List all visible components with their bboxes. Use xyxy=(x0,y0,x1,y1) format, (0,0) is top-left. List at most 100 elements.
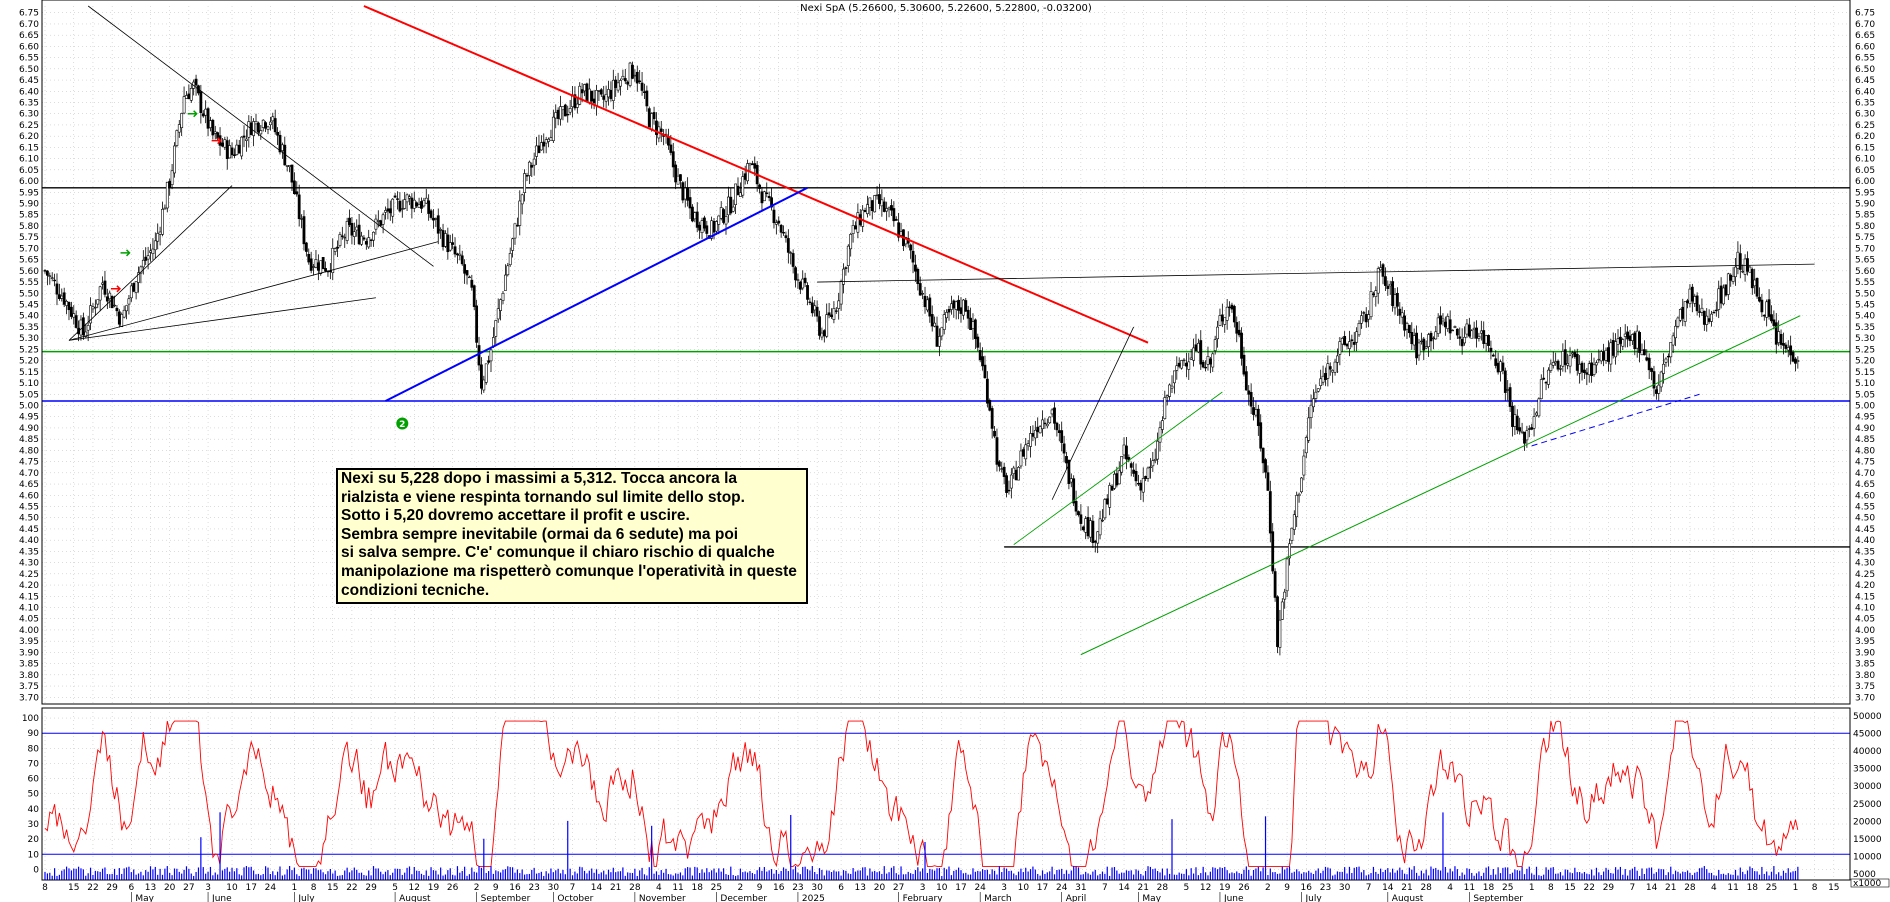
month-tick: August xyxy=(399,894,431,902)
date-tick: 19 xyxy=(1219,883,1231,893)
candle-body xyxy=(280,144,284,151)
price-tick-left: 3.80 xyxy=(19,671,39,681)
candle-body xyxy=(1053,407,1056,424)
candle-body xyxy=(1719,285,1723,304)
month-tick: June xyxy=(211,894,232,902)
candle-body xyxy=(825,314,829,337)
price-tick-left: 4.65 xyxy=(19,480,39,490)
candle-body xyxy=(590,90,594,102)
candle-body xyxy=(1741,270,1745,273)
price-tick-left: 5.85 xyxy=(19,211,39,221)
price-tick-right: 5.10 xyxy=(1855,379,1875,389)
candle-body xyxy=(340,235,344,237)
candle-body xyxy=(1089,520,1092,538)
date-tick: 11 xyxy=(672,883,683,893)
date-tick: 15 xyxy=(1828,883,1839,893)
candle-body xyxy=(1467,324,1471,337)
date-tick: 21 xyxy=(610,883,621,893)
price-tick-left: 5.90 xyxy=(19,200,39,210)
candle-body xyxy=(532,158,536,166)
candle-body xyxy=(1069,478,1073,483)
price-tick-right: 4.45 xyxy=(1855,525,1875,535)
candle-body xyxy=(1103,499,1107,519)
price-tick-right: 6.00 xyxy=(1855,177,1875,187)
candle-body xyxy=(918,283,922,296)
candle-body xyxy=(645,90,649,107)
candle-body xyxy=(357,224,361,245)
candle-body xyxy=(1518,427,1522,432)
price-tick-right: 4.10 xyxy=(1855,603,1875,613)
candle-body xyxy=(726,196,730,216)
price-tick-left: 4.75 xyxy=(19,458,39,468)
price-tick-right: 3.80 xyxy=(1855,671,1875,681)
candle-body xyxy=(719,207,723,219)
candle-body xyxy=(165,181,169,209)
candle-body xyxy=(199,91,203,114)
price-tick-right: 4.50 xyxy=(1855,514,1875,524)
price-tick-right: 5.40 xyxy=(1855,312,1875,322)
candle-body xyxy=(185,95,188,99)
candle-body xyxy=(782,232,785,234)
candle-body xyxy=(1067,459,1071,484)
date-tick: 29 xyxy=(106,883,118,893)
candle-body xyxy=(125,305,128,312)
candle-body xyxy=(595,90,598,106)
date-tick: 28 xyxy=(1157,883,1169,893)
candle-body xyxy=(854,225,857,230)
volume-bars xyxy=(44,812,1799,880)
candle-body xyxy=(1237,329,1241,336)
candle-body xyxy=(796,279,800,281)
candle-body xyxy=(235,144,239,155)
price-tick-left: 6.75 xyxy=(19,9,39,19)
candle-body xyxy=(1678,309,1682,321)
candle-body xyxy=(453,246,457,255)
candle-body xyxy=(1547,369,1550,385)
price-tick-right: 4.85 xyxy=(1855,435,1875,445)
candle-body xyxy=(1762,314,1766,317)
candle-body xyxy=(703,217,706,229)
candle-body xyxy=(1705,315,1709,325)
candle-body xyxy=(1664,358,1668,363)
candle-body xyxy=(1249,392,1253,407)
candle-body xyxy=(822,330,826,337)
candle-body xyxy=(1196,342,1200,353)
date-tick: 22 xyxy=(87,883,98,893)
candle-body xyxy=(424,197,428,204)
date-tick: 25 xyxy=(1502,883,1513,893)
candle-body xyxy=(1736,251,1740,269)
price-tick-right: 4.20 xyxy=(1855,581,1875,591)
candle-body xyxy=(520,194,524,205)
candle-body xyxy=(1192,347,1195,361)
candle-body xyxy=(1609,342,1613,365)
candle-body xyxy=(1415,332,1418,359)
price-tick-left: 4.05 xyxy=(19,615,39,625)
candle-body xyxy=(1273,571,1277,598)
support-line-blue xyxy=(385,186,808,402)
candle-body xyxy=(458,253,462,256)
candle-body xyxy=(367,237,371,248)
date-tick: 11 xyxy=(1727,883,1738,893)
date-tick: 28 xyxy=(629,883,641,893)
price-tick-right: 4.30 xyxy=(1855,559,1875,569)
arrow-icon xyxy=(120,249,131,257)
candle-body xyxy=(1458,336,1462,339)
candle-body xyxy=(1511,405,1514,427)
candle-body xyxy=(127,298,131,305)
candle-body xyxy=(1590,362,1594,376)
candle-body xyxy=(55,283,59,295)
price-tick-right: 5.45 xyxy=(1855,301,1875,311)
candle-body xyxy=(439,229,443,231)
price-tick-left: 5.10 xyxy=(19,379,39,389)
candle-body xyxy=(1633,332,1637,350)
candle-body xyxy=(870,200,874,212)
candle-body xyxy=(786,238,790,253)
candle-body xyxy=(1105,498,1109,505)
candle-body xyxy=(364,241,368,245)
candle-body xyxy=(839,280,843,305)
candle-body xyxy=(1431,337,1435,340)
candle-body xyxy=(336,246,339,249)
candle-body xyxy=(535,145,538,157)
volume-tick: 5000 xyxy=(1853,870,1876,880)
price-tick-left: 4.15 xyxy=(19,592,39,602)
